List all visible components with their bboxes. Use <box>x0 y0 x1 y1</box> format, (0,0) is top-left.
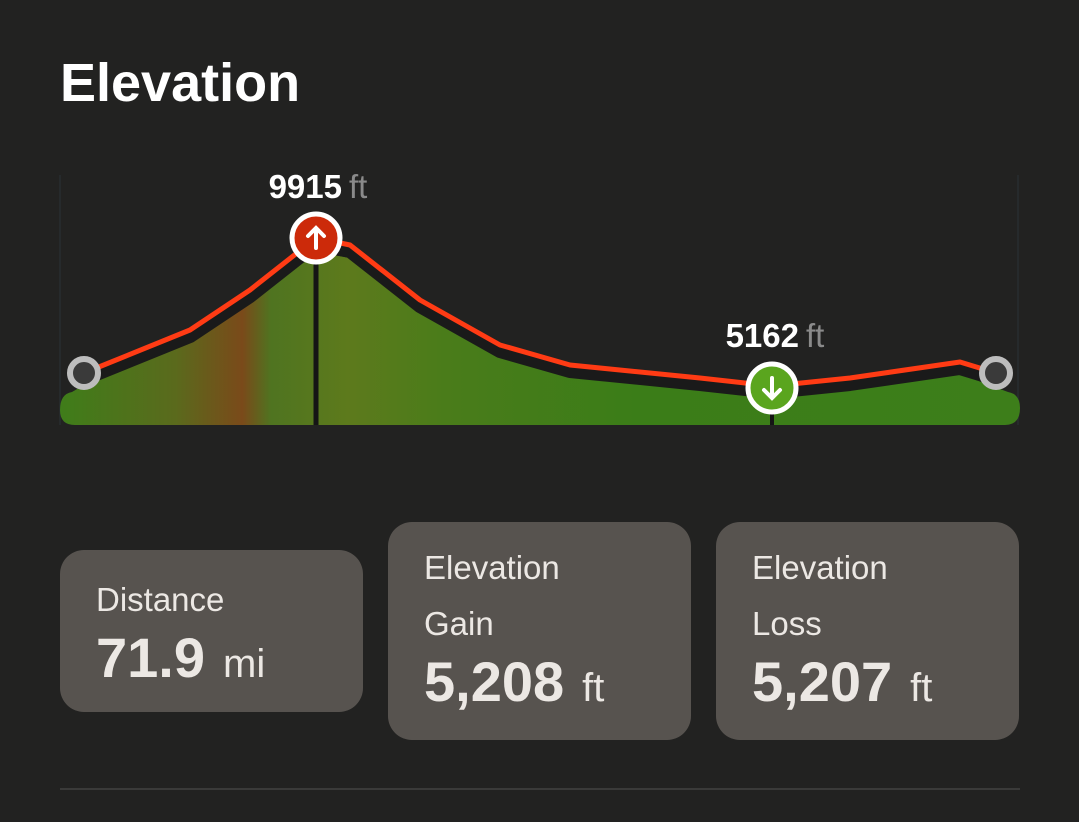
title: Elevation <box>60 53 301 113</box>
stat-label: Distance <box>96 581 225 618</box>
stat-number: 5,208 <box>424 650 565 713</box>
max-unit: ft <box>349 168 367 205</box>
stat-number: 5,207 <box>752 650 893 713</box>
start-marker <box>67 356 101 390</box>
stat-unit: ft <box>582 666 605 710</box>
stat-unit: mi <box>223 642 266 686</box>
stat-label: Elevation Gain <box>424 549 560 642</box>
stat-card: Distance 71.9 mi <box>60 550 363 712</box>
profile-area <box>60 252 1020 425</box>
max-value: 9915 <box>269 168 342 205</box>
stat-value: 5,208 ft <box>424 652 655 718</box>
stat-label: Elevation Loss <box>752 549 888 642</box>
profile-shadow <box>81 237 999 399</box>
elevation-profile: 9915 ft 5162 ft <box>59 168 1020 425</box>
stat-card: Elevation Loss 5,207 ft <box>716 522 1019 740</box>
min-unit: ft <box>806 317 824 354</box>
stat-card: Elevation Gain 5,208 ft <box>388 522 691 740</box>
profile-line <box>83 235 997 389</box>
min-value: 5162 <box>726 317 799 354</box>
stat-value: 5,207 ft <box>752 652 983 718</box>
stat-number: 71.9 <box>96 626 205 689</box>
stat-unit: ft <box>910 666 933 710</box>
down-arrow <box>762 376 782 401</box>
end-marker <box>979 356 1013 390</box>
up-arrow <box>306 225 326 250</box>
stat-value: 71.9 mi <box>96 628 327 694</box>
divider <box>60 788 1020 790</box>
